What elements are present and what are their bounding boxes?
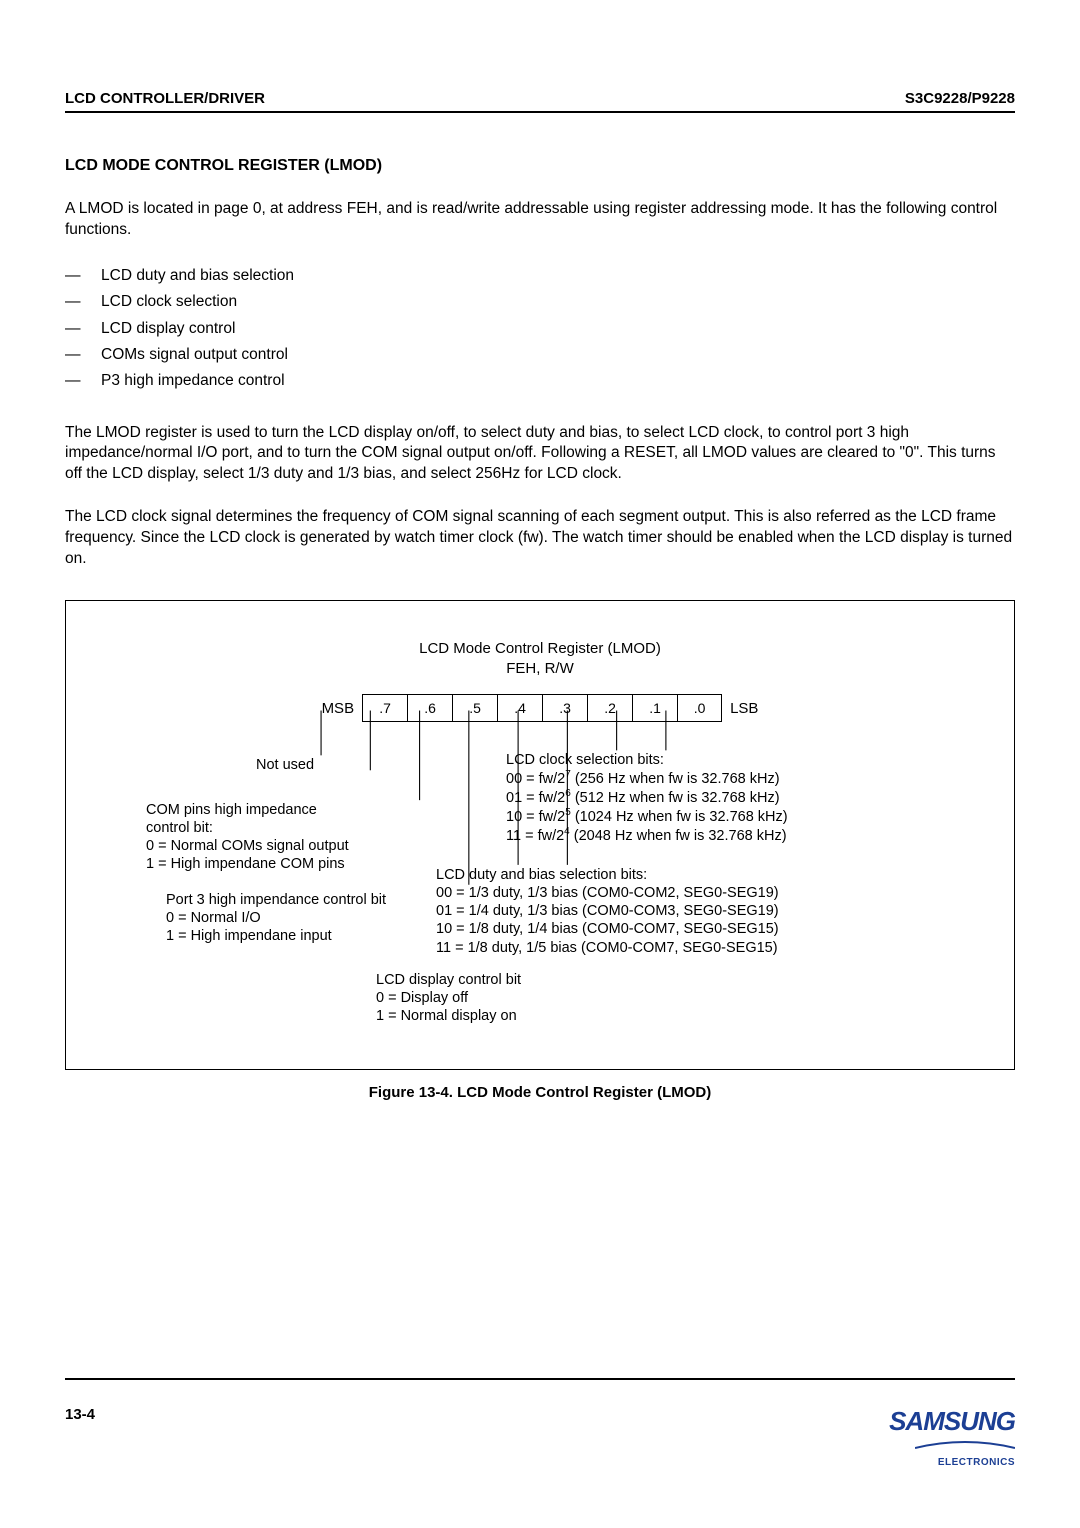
paragraph: The LCD clock signal determines the freq… [65,507,1015,570]
com-block: COM pins high impedance control bit: 0 =… [146,801,406,874]
samsung-logo: SAMSUNG ELECTRONICS [889,1406,1015,1468]
page-header: LCD CONTROLLER/DRIVER S3C9228/P9228 [65,90,1015,113]
page-number: 13-4 [65,1406,95,1423]
list-item: COMs signal output control [65,342,1015,368]
header-right: S3C9228/P9228 [905,90,1015,107]
section-title: LCD MODE CONTROL REGISTER (LMOD) [65,157,1015,175]
logo-swoosh-icon [915,1440,1015,1450]
bit-cell: .4 [497,694,542,722]
bit-cell: .3 [542,694,587,722]
bit-cell: .7 [362,694,407,722]
paragraph: The LMOD register is used to turn the LC… [65,423,1015,486]
clock-line: 10 = fw/25 (1024 Hz when fw is 32.768 kH… [506,809,788,825]
duty-line: 10 = 1/8 duty, 1/4 bias (COM0-COM7, SEG0… [436,921,779,937]
page-footer: 13-4 SAMSUNG ELECTRONICS [65,1378,1015,1468]
display-control-block: LCD display control bit 0 = Display off … [376,971,521,1025]
logo-subtext: ELECTRONICS [889,1457,1015,1468]
figure-title-line: LCD Mode Control Register (LMOD) [419,640,661,657]
duty-line: 01 = 1/4 duty, 1/3 bias (COM0-COM3, SEG0… [436,903,779,919]
port3-block: Port 3 high impendance control bit 0 = N… [166,891,426,945]
bit-cells: .7 .6 .5 .4 .3 .2 .1 .0 [362,694,722,722]
clock-title: LCD clock selection bits: [506,752,664,768]
lsb-label: LSB [722,700,766,717]
bullet-list: LCD duty and bias selection LCD clock se… [65,263,1015,395]
figure-box: LCD Mode Control Register (LMOD) FEH, R/… [65,600,1015,1070]
bit-row: MSB .7 .6 .5 .4 .3 .2 .1 .0 LSB [106,694,974,722]
bit-cell: .1 [632,694,677,722]
clock-block: LCD clock selection bits: 00 = fw/27 (25… [506,751,788,845]
bit-cell: .6 [407,694,452,722]
list-item: LCD display control [65,316,1015,342]
duty-line: 00 = 1/3 duty, 1/3 bias (COM0-COM2, SEG0… [436,885,779,901]
list-item: P3 high impedance control [65,368,1015,394]
duty-line: 11 = 1/8 duty, 1/5 bias (COM0-COM7, SEG0… [436,940,778,956]
intro-paragraph: A LMOD is located in page 0, at address … [65,199,1015,241]
list-item: LCD duty and bias selection [65,263,1015,289]
not-used-label: Not used [256,756,314,774]
clock-line: 01 = fw/26 (512 Hz when fw is 32.768 kHz… [506,790,780,806]
duty-title: LCD duty and bias selection bits: [436,867,647,883]
clock-line: 00 = fw/27 (256 Hz when fw is 32.768 kHz… [506,771,780,787]
clock-line: 11 = fw/24 (2048 Hz when fw is 32.768 kH… [506,828,787,844]
bit-cell: .0 [677,694,722,722]
msb-label: MSB [314,700,363,717]
duty-block: LCD duty and bias selection bits: 00 = 1… [436,866,779,957]
header-left: LCD CONTROLLER/DRIVER [65,90,265,107]
bit-cell: .5 [452,694,497,722]
bit-cell: .2 [587,694,632,722]
figure-caption: Figure 13-4. LCD Mode Control Register (… [65,1084,1015,1101]
list-item: LCD clock selection [65,289,1015,315]
figure-title: LCD Mode Control Register (LMOD) FEH, R/… [106,639,974,678]
logo-text: SAMSUNG [889,1406,1015,1437]
figure-title-line: FEH, R/W [506,660,574,677]
